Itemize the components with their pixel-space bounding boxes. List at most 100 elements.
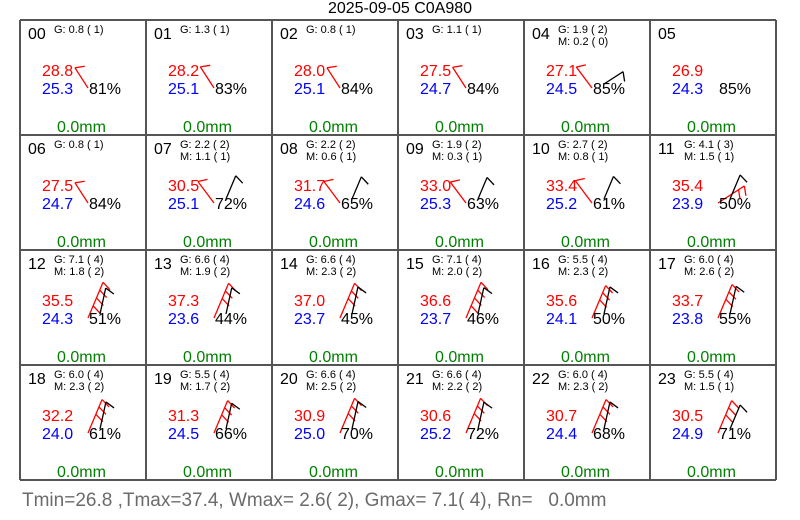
mean-wind-barb <box>225 175 244 200</box>
hour-label: 08 <box>280 141 298 158</box>
hour-cell-10: 10 G: 2.7 ( 2)M: 0.8 ( 1) 33.425.2 61% 0.0mm <box>532 139 625 251</box>
dewpoint-value: 25.2 <box>546 196 577 213</box>
hour-cell-21: 21 G: 6.6 ( 4)M: 2.2 ( 2) 30.625.2 72% 0.0mm <box>406 369 499 481</box>
temperature-value: 27.5 <box>420 63 451 80</box>
hour-cell-20: 20 G: 6.6 ( 4)M: 2.5 ( 2) 30.925.0 70% 0.0mm <box>280 369 373 481</box>
gust-label: G: 6.6 ( 4) <box>432 369 482 381</box>
dewpoint-value: 23.8 <box>672 311 703 328</box>
gust-label: G: 7.1 ( 4) <box>432 254 482 266</box>
hour-cell-14: 14 G: 6.6 ( 4)M: 2.3 ( 2) 37.023.7 45% 0.0mm <box>280 254 373 366</box>
temperature-value: 27.5 <box>42 178 73 195</box>
dewpoint-value: 25.3 <box>42 81 73 98</box>
hour-cell-02: 02 G: 0.8 ( 1) 28.025.1 84% 0.0mm <box>280 24 373 136</box>
humidity-value: 83% <box>215 81 247 98</box>
temperature-value: 28.2 <box>168 63 199 80</box>
dewpoint-value: 23.7 <box>294 311 325 328</box>
humidity-value: 51% <box>89 311 121 328</box>
humidity-value: 45% <box>341 311 373 328</box>
humidity-value: 84% <box>89 196 121 213</box>
hour-label: 15 <box>406 256 424 273</box>
temperature-value: 35.6 <box>546 293 577 310</box>
hour-label: 06 <box>28 141 46 158</box>
gust-label: G: 6.0 ( 4) <box>684 254 734 266</box>
dewpoint-value: 24.3 <box>42 311 73 328</box>
gust-label: G: 5.5 ( 4) <box>180 369 230 381</box>
hour-label: 19 <box>154 371 172 388</box>
mean-wind-label: M: 0.6 ( 1) <box>306 151 356 163</box>
humidity-value: 72% <box>215 196 247 213</box>
dewpoint-value: 24.0 <box>42 426 73 443</box>
temperature-value: 35.4 <box>672 178 703 195</box>
dewpoint-value: 24.7 <box>42 196 73 213</box>
gust-wind-barb <box>717 400 740 434</box>
hour-label: 02 <box>280 26 298 43</box>
humidity-value: 71% <box>719 426 751 443</box>
humidity-value: 85% <box>719 81 751 98</box>
rain-value: 0.0mm <box>183 119 232 136</box>
dewpoint-value: 24.1 <box>546 311 577 328</box>
dewpoint-value: 24.5 <box>168 426 199 443</box>
humidity-value: 81% <box>89 81 121 98</box>
humidity-value: 84% <box>341 81 373 98</box>
hour-cell-04: 04 G: 1.9 ( 2)M: 0.2 ( 0) 27.124.5 85% 0.0mm <box>532 24 626 136</box>
gust-label: G: 7.1 ( 4) <box>54 254 104 266</box>
hour-label: 16 <box>532 256 550 273</box>
hour-label: 13 <box>154 256 172 273</box>
gust-wind-barb <box>449 179 467 204</box>
dewpoint-value: 23.7 <box>420 311 451 328</box>
hour-cell-03: 03 G: 1.1 ( 1) 27.524.7 84% 0.0mm <box>406 24 499 136</box>
mean-wind-label: M: 2.5 ( 2) <box>306 381 356 393</box>
mean-wind-barb <box>603 175 621 200</box>
rain-value: 0.0mm <box>561 349 610 366</box>
rain-value: 0.0mm <box>435 349 484 366</box>
hour-label: 17 <box>658 256 676 273</box>
hour-label: 10 <box>532 141 550 158</box>
gust-wind-barb <box>326 65 341 89</box>
dewpoint-value: 23.6 <box>168 311 199 328</box>
gust-wind-barb <box>197 178 215 204</box>
humidity-value: 85% <box>593 81 625 98</box>
gust-wind-barb <box>74 180 89 204</box>
gust-label: G: 6.6 ( 4) <box>180 254 230 266</box>
mean-wind-barb <box>603 401 619 430</box>
gust-label: G: 1.3 ( 1) <box>180 24 230 36</box>
chart-title: 2025-09-05 C0A980 <box>327 0 473 17</box>
mean-wind-label: M: 2.3 ( 2) <box>54 381 104 393</box>
gust-label: G: 6.6 ( 4) <box>306 254 356 266</box>
dewpoint-value: 24.6 <box>294 196 325 213</box>
mean-wind-barb <box>99 401 115 430</box>
mean-wind-label: M: 2.3 ( 2) <box>306 266 356 278</box>
gust-label: G: 6.0 ( 4) <box>54 369 104 381</box>
temperature-value: 33.0 <box>420 178 451 195</box>
rain-value: 0.0mm <box>687 119 736 136</box>
gust-label: G: 2.2 ( 2) <box>180 139 230 151</box>
hour-label: 01 <box>154 26 172 43</box>
hour-label: 12 <box>28 256 46 273</box>
mean-wind-label: M: 2.6 ( 2) <box>684 266 734 278</box>
hour-cell-18: 18 G: 6.0 ( 4)M: 2.3 ( 2) 32.224.0 61% 0.0mm <box>28 369 121 481</box>
gust-wind-barb <box>574 177 593 204</box>
mean-wind-barb <box>351 286 367 315</box>
rain-value: 0.0mm <box>57 119 106 136</box>
gust-label: G: 5.5 ( 4) <box>684 369 734 381</box>
rain-value: 0.0mm <box>183 234 232 251</box>
temperature-value: 37.0 <box>294 293 325 310</box>
hour-cell-16: 16 G: 5.5 ( 4)M: 2.3 ( 2) 35.624.1 50% 0.0mm <box>532 254 625 366</box>
humidity-value: 65% <box>341 196 373 213</box>
hour-cell-05: 05 26.924.3 85% 0.0mm <box>658 26 751 136</box>
mean-wind-label: M: 1.7 ( 2) <box>180 381 230 393</box>
mean-wind-label: M: 1.8 ( 2) <box>54 266 104 278</box>
gust-label: G: 6.0 ( 4) <box>558 369 608 381</box>
mean-wind-barb <box>351 176 369 200</box>
grid-lines <box>19 19 777 481</box>
gust-wind-barb <box>199 64 215 89</box>
temperature-value: 31.7 <box>294 178 325 195</box>
dewpoint-value: 25.3 <box>420 196 451 213</box>
rain-value: 0.0mm <box>435 234 484 251</box>
mean-wind-label: M: 2.3 ( 2) <box>558 381 608 393</box>
mean-wind-barb <box>729 285 745 315</box>
mean-wind-barb <box>477 401 493 430</box>
rain-value: 0.0mm <box>183 464 232 481</box>
rain-value: 0.0mm <box>57 464 106 481</box>
gust-label: G: 1.9 ( 2) <box>432 139 482 151</box>
